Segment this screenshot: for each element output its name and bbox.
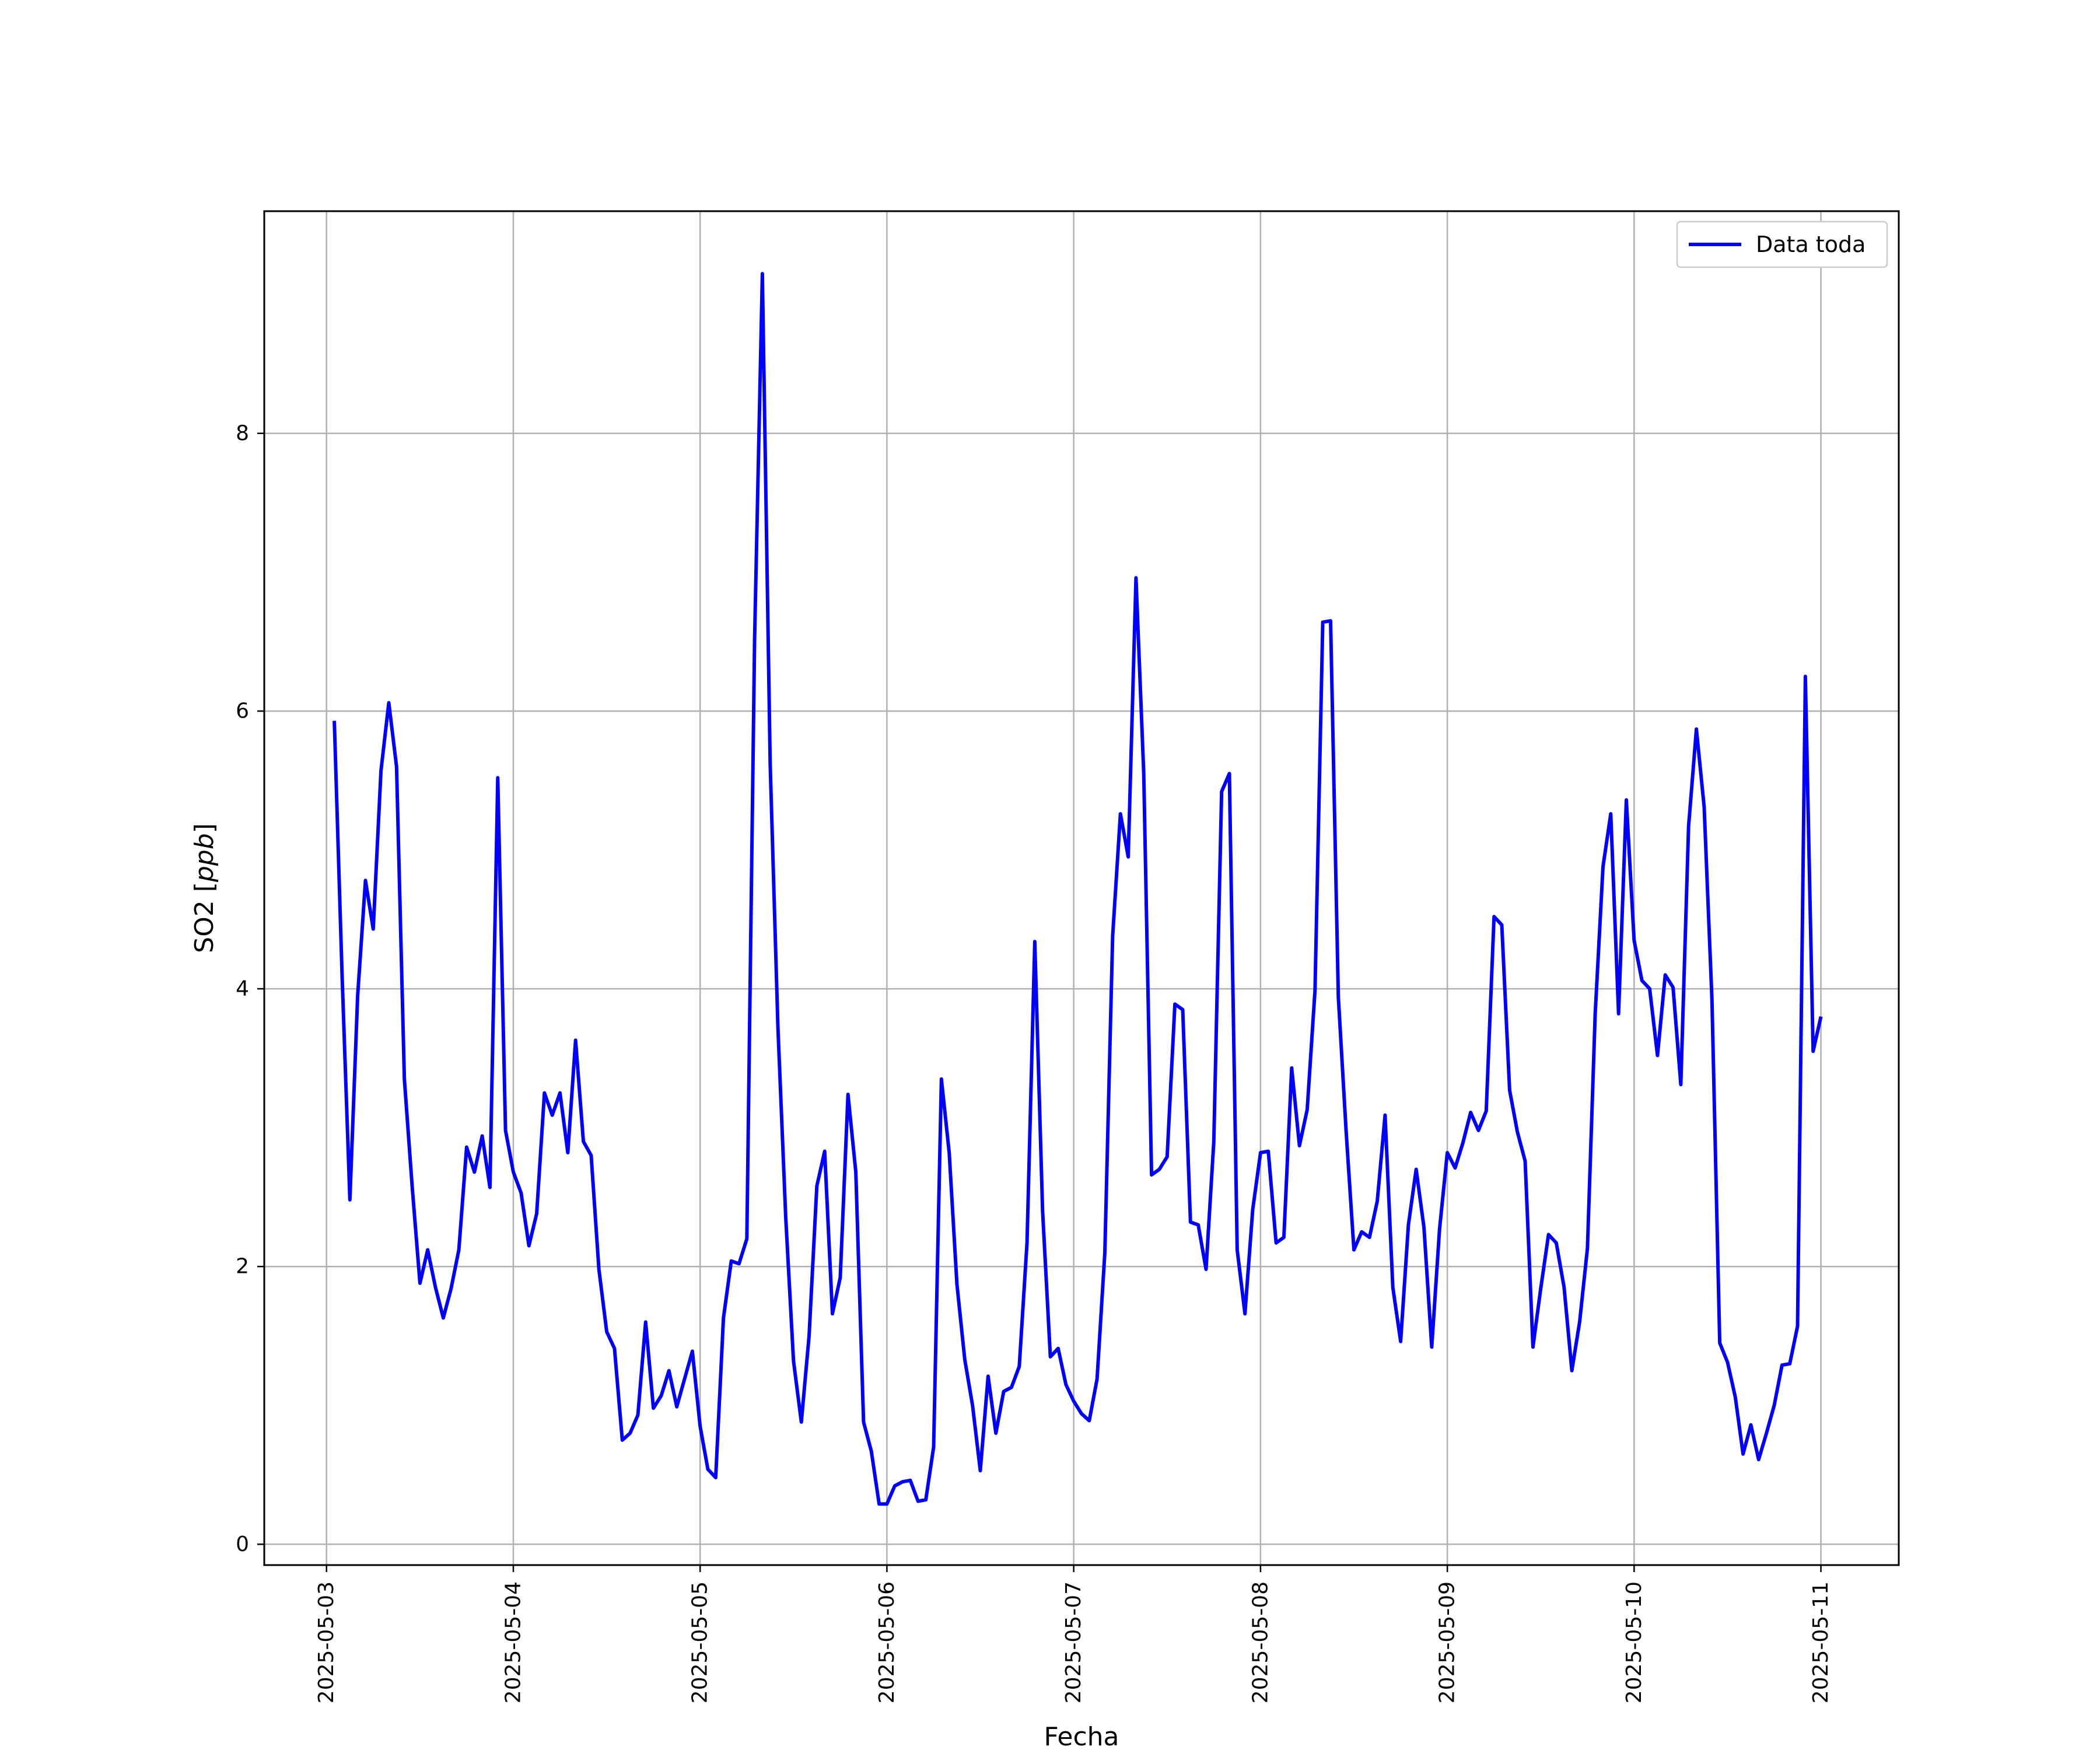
x-axis-label: Fecha xyxy=(1044,1722,1119,1750)
y-tick-label: 8 xyxy=(236,421,249,445)
grid xyxy=(264,211,1899,1565)
y-tick-label: 4 xyxy=(236,977,249,1001)
x-tick-label: 2025-05-07 xyxy=(1062,1581,1086,1703)
y-axis-label-main: SO2 [ xyxy=(190,882,219,953)
x-axis: 2025-05-03 2025-05-04 2025-05-05 2025-05-06… xyxy=(314,1565,1833,1703)
x-tick-label: 2025-05-11 xyxy=(1809,1581,1833,1703)
legend-label-data-toda: Data toda xyxy=(1756,232,1866,257)
y-tick-label: 2 xyxy=(236,1255,249,1279)
x-tick-label: 2025-05-05 xyxy=(688,1581,712,1703)
legend: Data toda xyxy=(1676,220,1888,268)
y-axis-label: SO2 [ppb] xyxy=(190,823,219,953)
x-tick-label: 2025-05-08 xyxy=(1248,1581,1272,1703)
y-axis: 0 2 4 6 8 xyxy=(236,421,264,1556)
legend-box xyxy=(1676,220,1888,268)
y-tick-label: 6 xyxy=(236,699,249,723)
y-axis-label-end: ] xyxy=(190,823,219,833)
x-tick-label: 2025-05-10 xyxy=(1622,1581,1646,1703)
x-tick-label: 2025-05-03 xyxy=(314,1581,338,1703)
series-line-data-toda xyxy=(332,272,1823,1506)
x-tick-label: 2025-05-06 xyxy=(875,1581,899,1703)
x-tick-label: 2025-05-09 xyxy=(1436,1581,1460,1703)
y-tick-label: 0 xyxy=(236,1532,249,1556)
plot-frame xyxy=(263,210,1900,1566)
y-axis-label-unit: ppb xyxy=(190,833,219,883)
x-tick-label: 2025-05-04 xyxy=(501,1581,525,1703)
series-layer xyxy=(332,272,1823,1506)
